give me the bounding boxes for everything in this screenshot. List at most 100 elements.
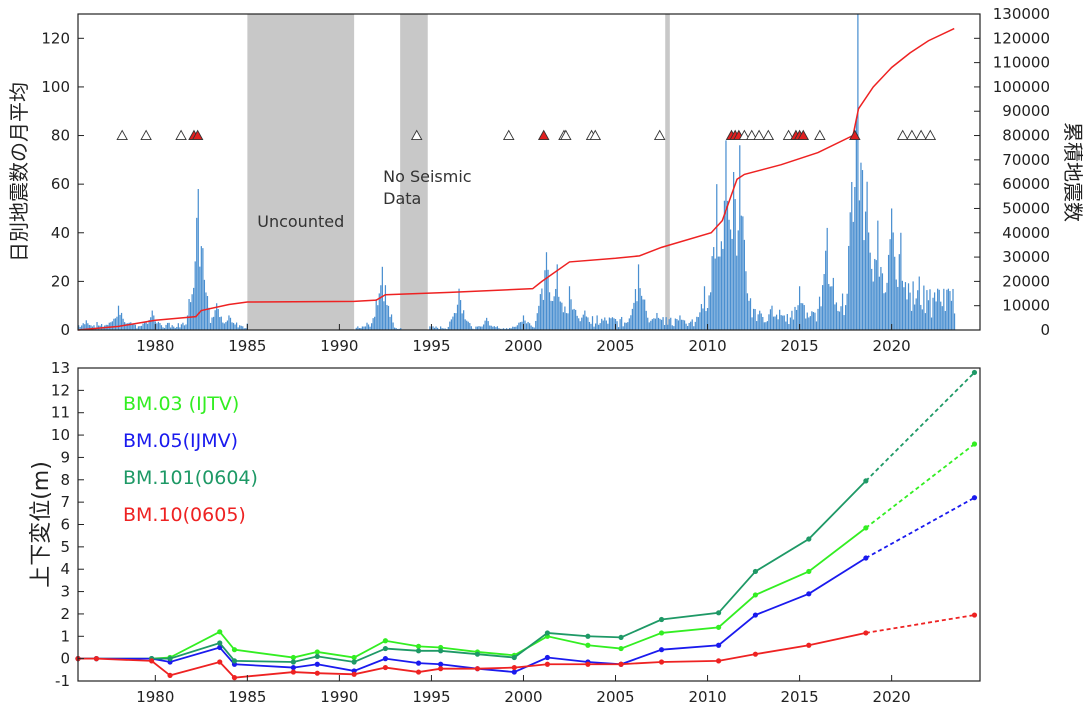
data-point	[231, 658, 238, 664]
bar	[565, 313, 568, 330]
bar	[179, 327, 181, 330]
bar	[723, 200, 726, 330]
bar	[838, 311, 841, 330]
bar	[458, 288, 460, 330]
x-tick-label: 1990	[320, 337, 358, 355]
bar	[771, 305, 773, 330]
bar	[157, 321, 160, 330]
bar	[550, 300, 552, 330]
bar	[864, 211, 867, 330]
bar	[191, 294, 193, 330]
bar	[541, 288, 543, 330]
bar	[941, 306, 943, 330]
data-point	[314, 670, 320, 676]
bar	[502, 328, 505, 330]
bar	[696, 316, 698, 330]
bar	[142, 323, 144, 330]
data-point	[752, 612, 759, 618]
bar	[840, 306, 842, 330]
bar	[610, 318, 612, 330]
series	[149, 369, 978, 665]
data-point	[167, 656, 173, 662]
bar	[906, 299, 908, 330]
data-point	[658, 616, 665, 623]
bar	[774, 316, 776, 330]
bar	[815, 321, 818, 330]
shade-labels: Uncounted No Seismic Data	[257, 167, 471, 231]
bar	[848, 245, 850, 330]
bar	[874, 258, 876, 330]
bar	[495, 327, 497, 330]
bar	[748, 300, 750, 330]
bar	[372, 318, 374, 330]
bar	[749, 298, 752, 330]
bar	[524, 320, 526, 330]
bar	[591, 316, 594, 330]
bar	[889, 239, 891, 330]
data-point	[474, 651, 481, 657]
bar	[552, 301, 554, 330]
bar	[579, 321, 581, 330]
bar	[762, 316, 764, 330]
bar	[900, 232, 902, 330]
bar	[619, 319, 621, 330]
bar	[708, 295, 710, 330]
bar	[363, 326, 365, 330]
bar	[808, 317, 810, 330]
bar	[481, 326, 483, 330]
bar	[464, 319, 466, 330]
bar	[711, 256, 713, 330]
data-point	[382, 638, 389, 644]
data-point	[314, 661, 320, 667]
bar	[947, 288, 950, 330]
bar	[108, 322, 110, 330]
bar	[133, 324, 135, 330]
bar	[621, 316, 623, 330]
bar	[719, 256, 721, 330]
bar	[854, 186, 856, 330]
bar	[677, 320, 680, 330]
top-x-ticks: 1980 1985 1990 1995 2000 2005 2010 2015 2020	[136, 324, 911, 355]
x-tick-label: 1995	[412, 337, 450, 355]
y-tick-label: 1	[60, 627, 70, 645]
bar	[482, 324, 485, 330]
y-tick-label: 13	[51, 359, 70, 377]
bar	[892, 232, 894, 330]
data-point	[716, 642, 722, 648]
bar	[90, 325, 92, 330]
bar	[700, 304, 703, 330]
bar	[219, 317, 221, 330]
bar	[501, 328, 503, 330]
data-point	[231, 647, 238, 653]
bar	[193, 287, 195, 330]
bar	[630, 315, 632, 330]
bar	[455, 313, 457, 330]
bar	[883, 293, 885, 330]
bar	[596, 315, 598, 330]
data-point	[585, 642, 591, 648]
bar	[739, 145, 741, 330]
bar	[463, 310, 465, 330]
displacement-panel: 1980 1985 1990 1995 2000 2005 2010 2015 2020 -10…	[29, 359, 981, 706]
bar	[909, 292, 911, 330]
bar	[84, 324, 86, 330]
data-point	[351, 654, 357, 661]
bar	[505, 328, 508, 330]
bar	[659, 318, 661, 330]
data-point	[231, 675, 238, 681]
bar	[544, 270, 546, 330]
bar	[521, 321, 523, 330]
bar	[725, 140, 727, 330]
bar	[581, 317, 583, 330]
bar	[759, 310, 761, 330]
bar	[136, 328, 138, 330]
bar	[156, 323, 158, 330]
x-tick-label: 2015	[781, 337, 819, 355]
bar	[949, 291, 951, 330]
bar	[582, 314, 584, 330]
bar	[809, 316, 811, 330]
bar	[863, 240, 865, 330]
bar	[792, 319, 795, 330]
bar	[880, 266, 882, 330]
data-point	[511, 654, 517, 661]
